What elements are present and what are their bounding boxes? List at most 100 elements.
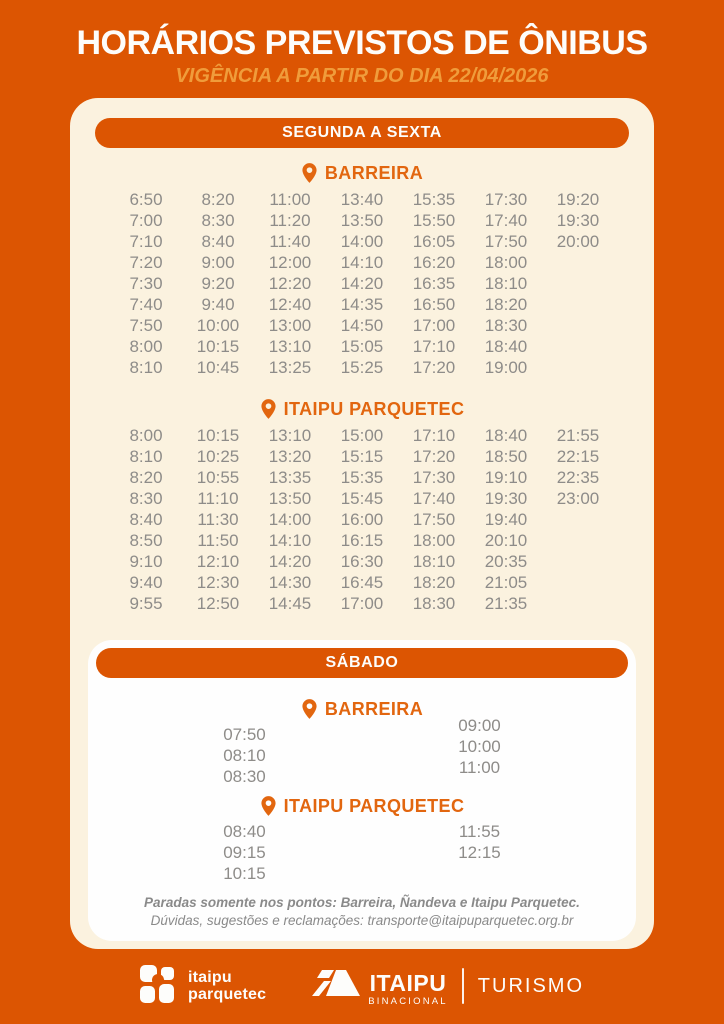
stop-heading-barreira-saturday: BARREIRA [88, 698, 636, 720]
time-value: 7:30 [129, 274, 163, 293]
time-value: 7:50 [129, 316, 163, 335]
time-value: 21:55 [556, 426, 600, 445]
time-value: 9:20 [201, 274, 235, 293]
time-value: 18:10 [412, 552, 456, 571]
time-value: 15:35 [412, 190, 456, 209]
time-value: 8:30 [129, 489, 163, 508]
time-value: 17:50 [484, 232, 528, 251]
location-pin-icon [301, 698, 318, 720]
time-value: 12:00 [268, 253, 312, 272]
time-value: 14:30 [268, 573, 312, 592]
time-value: 11:00 [269, 190, 311, 209]
time-value: 19:10 [484, 468, 528, 487]
time-value: 17:10 [412, 337, 456, 356]
time-value: 14:20 [340, 274, 384, 293]
time-value: 16:15 [340, 531, 384, 550]
time-column: 10:15 10:25 10:55 11:10 11:30 11:50 12:10 12:30… [188, 425, 248, 614]
time-value: 15:00 [340, 426, 384, 445]
time-value: 7:10 [129, 232, 163, 251]
time-value: 21:05 [484, 573, 528, 592]
time-value: 7:20 [129, 253, 163, 272]
time-value: 16:05 [412, 232, 456, 251]
time-value: 21:35 [484, 594, 528, 613]
time-value: 13:25 [268, 358, 312, 377]
poster-header: HORÁRIOS PREVISTOS DE ÔNIBUS VIGÊNCIA A … [0, 0, 724, 88]
itaipu-binacional-label: BINACIONAL [368, 995, 448, 1007]
time-value: 12:20 [268, 274, 312, 293]
time-value: 10:15 [223, 864, 266, 883]
time-column: 07:50 08:10 08:30 [210, 724, 280, 787]
time-column: 17:30 17:40 17:50 18:00 18:10 18:20 18:30 18:40… [476, 189, 536, 378]
time-value: 19:30 [484, 489, 528, 508]
itaipu-wordmark: ITAIPU [369, 969, 447, 996]
time-value: 14:35 [340, 295, 384, 314]
time-value: 16:30 [340, 552, 384, 571]
weekday-header-pill: SEGUNDA A SEXTA [95, 118, 629, 148]
time-value: 12:10 [196, 552, 240, 571]
time-value: 13:40 [340, 190, 384, 209]
time-value: 16:50 [412, 295, 456, 314]
time-value: 17:10 [412, 426, 456, 445]
time-value: 10:55 [196, 468, 240, 487]
time-value: 14:10 [268, 531, 312, 550]
logo-divider [461, 968, 464, 1004]
time-column: 11:00 11:20 11:40 12:00 12:20 12:40 13:00 13:10… [260, 189, 320, 378]
time-value: 17:50 [412, 510, 456, 529]
time-value: 14:00 [268, 510, 312, 529]
time-value: 9:10 [129, 552, 163, 571]
time-value: 11:20 [269, 211, 311, 230]
page-subtitle: VIGÊNCIA A PARTIR DO DIA 22/04/2026 [175, 65, 549, 87]
time-value: 8:10 [129, 358, 163, 377]
time-value: 15:35 [340, 468, 384, 487]
weekday-card: SEGUNDA A SEXTA BARREIRA 6:50 7:00 7:10 7:2… [70, 98, 654, 949]
time-grid-parquetec-saturday: 08:40 09:15 10:15 11:55 12:15 [88, 821, 636, 884]
time-value: 07:50 [223, 725, 266, 744]
turismo-label: TURISMO [477, 974, 585, 997]
time-value: 18:40 [484, 337, 528, 356]
time-value: 16:45 [340, 573, 384, 592]
saturday-card: SÁBADO BARREIRA 07:50 08:10 08:30 09:00 10:0… [88, 640, 636, 941]
time-value: 16:20 [412, 253, 456, 272]
time-column: 15:35 15:50 16:05 16:20 16:35 16:50 17:00 17:10… [404, 189, 464, 378]
time-value: 13:35 [268, 468, 312, 487]
time-value: 8:00 [129, 426, 163, 445]
saturday-header-pill: SÁBADO [96, 648, 628, 678]
time-value: 15:50 [412, 211, 456, 230]
time-value: 09:00 [458, 716, 501, 735]
time-value: 14:00 [340, 232, 384, 251]
time-column: 8:00 8:10 8:20 8:30 8:40 8:50 9:10 9:40 9:55 [116, 425, 176, 614]
parquetec-logo-line1: itaipu [187, 969, 232, 986]
time-value: 19:20 [556, 190, 600, 209]
time-value: 18:00 [484, 253, 528, 272]
stop-name-label: BARREIRA [324, 698, 424, 719]
time-value: 18:00 [412, 531, 456, 550]
time-column: 6:50 7:00 7:10 7:20 7:30 7:40 7:50 8:00 8:10 [116, 189, 176, 378]
time-value: 13:10 [268, 426, 312, 445]
stop-name-label: ITAIPU PARQUETEC [283, 795, 465, 816]
stop-name-label: ITAIPU PARQUETEC [283, 398, 465, 419]
time-value: 10:15 [196, 337, 240, 356]
time-value: 08:40 [223, 822, 266, 841]
time-value: 14:10 [340, 253, 384, 272]
time-grid-barreira-saturday: 07:50 08:10 08:30 09:00 10:00 11:00 [88, 716, 636, 787]
time-value: 13:00 [268, 316, 312, 335]
time-value: 22:35 [556, 468, 600, 487]
time-value: 9:40 [129, 573, 163, 592]
time-value: 14:20 [268, 552, 312, 571]
time-value: 16:00 [340, 510, 384, 529]
time-value: 17:20 [412, 447, 456, 466]
time-value: 10:00 [458, 737, 501, 756]
time-value: 9:40 [201, 295, 235, 314]
time-value: 8:20 [201, 190, 235, 209]
time-value: 8:10 [129, 447, 163, 466]
time-value: 6:50 [129, 190, 163, 209]
time-value: 17:30 [484, 190, 528, 209]
time-value: 18:20 [412, 573, 456, 592]
time-value: 10:25 [196, 447, 240, 466]
time-column: 21:55 22:15 22:35 23:00 [548, 425, 608, 614]
time-value: 8:50 [129, 531, 163, 550]
stop-heading-barreira-weekday: BARREIRA [70, 162, 654, 184]
time-value: 10:15 [196, 426, 240, 445]
time-value: 8:30 [201, 211, 235, 230]
